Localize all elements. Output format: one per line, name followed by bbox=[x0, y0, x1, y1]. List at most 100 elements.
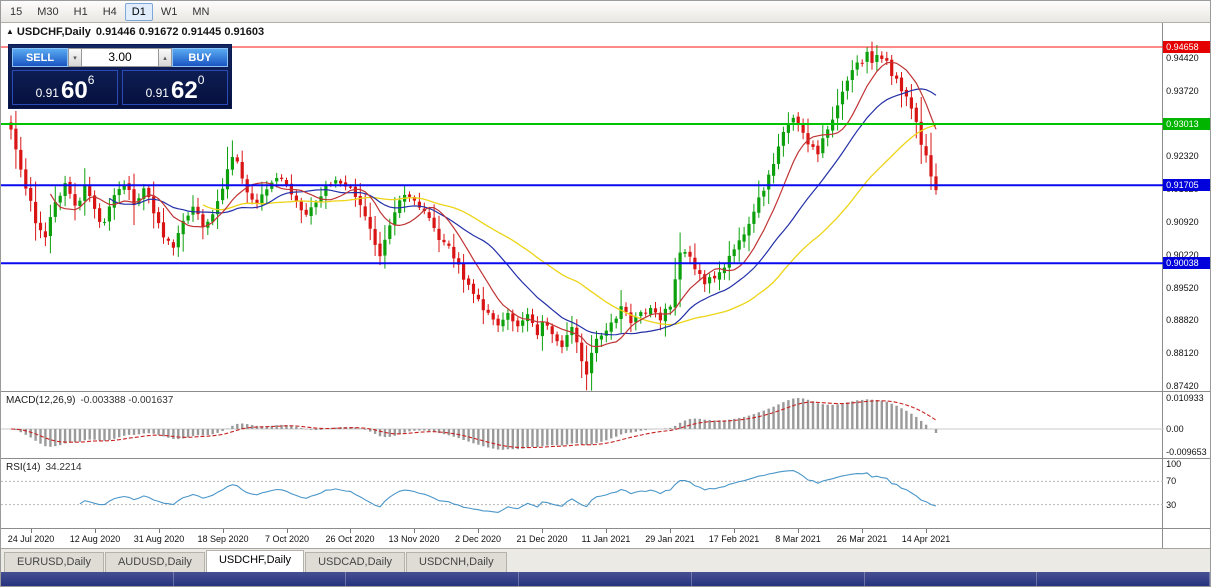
price-axis-rsi[interactable]: 100 70 30 bbox=[1163, 459, 1210, 530]
chart-tab-bar: EURUSD,Daily AUDUSD,Daily USDCHF,Daily USDC… bbox=[1, 548, 1210, 572]
taskbar-button[interactable] bbox=[864, 572, 1038, 586]
price-axis-column[interactable]: 0.944200.937200.930200.923200.916200.909… bbox=[1162, 23, 1210, 548]
date-label: 31 Aug 2020 bbox=[133, 534, 185, 545]
macd-label: MACD(12,26,9) -0.003388 -0.001637 bbox=[6, 395, 173, 406]
date-tick-mark bbox=[862, 529, 863, 534]
date-label: 24 Jul 2020 bbox=[7, 534, 55, 545]
rsi-axis-tick: 70 bbox=[1166, 476, 1177, 487]
date-label: 18 Sep 2020 bbox=[197, 534, 249, 545]
rsi-canvas[interactable] bbox=[1, 459, 1164, 528]
macd-axis-tick: -0.009653 bbox=[1166, 446, 1207, 457]
ohlc-values: 0.91446 0.91672 0.91445 0.91603 bbox=[95, 26, 265, 38]
timeframe-button-h1[interactable]: H1 bbox=[73, 5, 88, 18]
buy-price-display[interactable]: 0.91 62 0 bbox=[122, 70, 228, 105]
date-tick-mark bbox=[606, 529, 607, 534]
chart-tab-usdchf[interactable]: USDCHF,Daily bbox=[205, 550, 305, 572]
macd-axis-tick: 0.00 bbox=[1166, 423, 1184, 434]
volume-increase-button[interactable]: ▴ bbox=[158, 48, 172, 67]
date-label: 8 Mar 2021 bbox=[775, 534, 821, 545]
rsi-value: 34.2214 bbox=[45, 462, 82, 474]
date-label: 21 Dec 2020 bbox=[516, 534, 568, 545]
chart-tab-usdcnh[interactable]: USDCNH,Daily bbox=[406, 552, 507, 572]
date-tick-mark bbox=[223, 529, 224, 534]
volume-decrease-button[interactable]: ▾ bbox=[68, 48, 82, 67]
timeframe-toolbar: 15 M30 H1 H4 D1 W1 MN bbox=[1, 1, 1210, 23]
price-axis-macd[interactable]: 0.010933 0.00 -0.009653 bbox=[1163, 392, 1210, 460]
sell-price-big: 60 bbox=[60, 77, 88, 104]
price-line-badge: 0.91705 bbox=[1163, 179, 1210, 191]
date-tick-mark bbox=[287, 529, 288, 534]
collapse-chart-icon[interactable]: ▲ bbox=[6, 27, 14, 36]
chart-tab-usdcad[interactable]: USDCAD,Daily bbox=[305, 552, 406, 572]
price-tick: 0.93720 bbox=[1166, 86, 1199, 96]
date-tick-mark bbox=[926, 529, 927, 534]
taskbar-button[interactable] bbox=[519, 572, 692, 586]
candlestick-canvas[interactable] bbox=[1, 23, 1164, 392]
price-tick: 0.90920 bbox=[1166, 217, 1199, 227]
macd-canvas[interactable] bbox=[1, 392, 1164, 459]
sell-price-pip: 6 bbox=[87, 73, 95, 87]
date-tick-mark bbox=[414, 529, 415, 534]
macd-name: MACD(12,26,9) bbox=[6, 394, 76, 406]
date-label: 26 Oct 2020 bbox=[325, 534, 375, 545]
taskbar bbox=[1, 572, 1211, 586]
date-label: 7 Oct 2020 bbox=[264, 534, 310, 545]
chart-symbol-label: USDCHF,Daily bbox=[16, 26, 91, 38]
rsi-label: RSI(14) 34.2214 bbox=[6, 462, 82, 473]
date-tick-mark bbox=[95, 529, 96, 534]
rsi-axis-tick: 100 bbox=[1166, 459, 1182, 470]
date-label: 14 Apr 2021 bbox=[901, 534, 951, 545]
date-axis[interactable]: 24 Jul 2020 12 Aug 2020 31 Aug 2020 18 Sep … bbox=[1, 529, 1163, 548]
chart-title: ▲ USDCHF,Daily 0.91446 0.91672 0.91445 0.9… bbox=[6, 26, 264, 38]
price-tick: 0.92320 bbox=[1166, 151, 1199, 161]
timeframe-button-mn[interactable]: MN bbox=[192, 5, 210, 18]
rsi-name: RSI(14) bbox=[6, 462, 41, 474]
date-tick-mark bbox=[798, 529, 799, 534]
timeframe-button-d1[interactable]: D1 bbox=[124, 2, 153, 21]
main-chart-pane[interactable]: ▲ USDCHF,Daily 0.91446 0.91672 0.91445 0.9… bbox=[1, 23, 1164, 392]
chart-tab-audusd[interactable]: AUDUSD,Daily bbox=[104, 552, 205, 572]
price-axis-main[interactable]: 0.944200.937200.930200.923200.916200.909… bbox=[1163, 23, 1210, 392]
chart-tab-eurusd[interactable]: EURUSD,Daily bbox=[4, 552, 104, 572]
one-click-trading-panel: SELL ▾ 3.00 ▴ BUY 0.91 60 6 0.91 bbox=[8, 44, 232, 109]
timeframe-button-m30[interactable]: M30 bbox=[37, 5, 59, 18]
buy-price-pip: 0 bbox=[197, 73, 205, 87]
price-tick: 0.90220 bbox=[1166, 250, 1199, 260]
price-line-badge: 0.94658 bbox=[1163, 41, 1210, 53]
sell-price-display[interactable]: 0.91 60 6 bbox=[12, 70, 118, 105]
taskbar-button[interactable] bbox=[691, 572, 865, 586]
date-label: 2 Dec 2020 bbox=[454, 534, 502, 545]
date-tick-mark bbox=[542, 529, 543, 534]
taskbar-button[interactable] bbox=[173, 572, 347, 586]
timeframe-button-w1[interactable]: W1 bbox=[160, 5, 178, 18]
timeframe-button-h4[interactable]: H4 bbox=[102, 5, 117, 18]
taskbar-button[interactable] bbox=[346, 572, 520, 586]
date-label: 12 Aug 2020 bbox=[69, 534, 121, 545]
buy-price-prefix: 0.91 bbox=[145, 86, 169, 100]
price-tick: 0.88820 bbox=[1166, 315, 1199, 325]
date-tick-mark bbox=[31, 529, 32, 534]
volume-input[interactable]: 3.00 bbox=[82, 48, 158, 67]
taskbar-button[interactable] bbox=[1037, 572, 1211, 586]
buy-price-big: 62 bbox=[170, 77, 198, 104]
spin-down-icon: ▾ bbox=[73, 54, 77, 62]
date-tick-mark bbox=[159, 529, 160, 534]
rsi-indicator-pane[interactable]: RSI(14) 34.2214 bbox=[1, 459, 1164, 530]
chart-panes: ▲ USDCHF,Daily 0.91446 0.91672 0.91445 0.9… bbox=[1, 23, 1164, 548]
taskbar-button[interactable] bbox=[1, 572, 174, 586]
macd-indicator-pane[interactable]: MACD(12,26,9) -0.003388 -0.001637 bbox=[1, 391, 1164, 460]
date-tick-mark bbox=[350, 529, 351, 534]
date-label: 26 Mar 2021 bbox=[836, 534, 888, 545]
sell-price-prefix: 0.91 bbox=[35, 86, 59, 100]
price-tick: 0.87420 bbox=[1166, 381, 1199, 391]
spin-up-icon: ▴ bbox=[163, 54, 167, 62]
timeframe-button-15[interactable]: 15 bbox=[10, 5, 23, 18]
date-label: 29 Jan 2021 bbox=[645, 534, 695, 545]
date-tick-mark bbox=[670, 529, 671, 534]
buy-button[interactable]: BUY bbox=[172, 48, 228, 67]
sell-button[interactable]: SELL bbox=[12, 48, 68, 67]
date-tick-mark bbox=[734, 529, 735, 534]
price-tick: 0.94420 bbox=[1166, 53, 1199, 63]
date-label: 17 Feb 2021 bbox=[708, 534, 760, 545]
